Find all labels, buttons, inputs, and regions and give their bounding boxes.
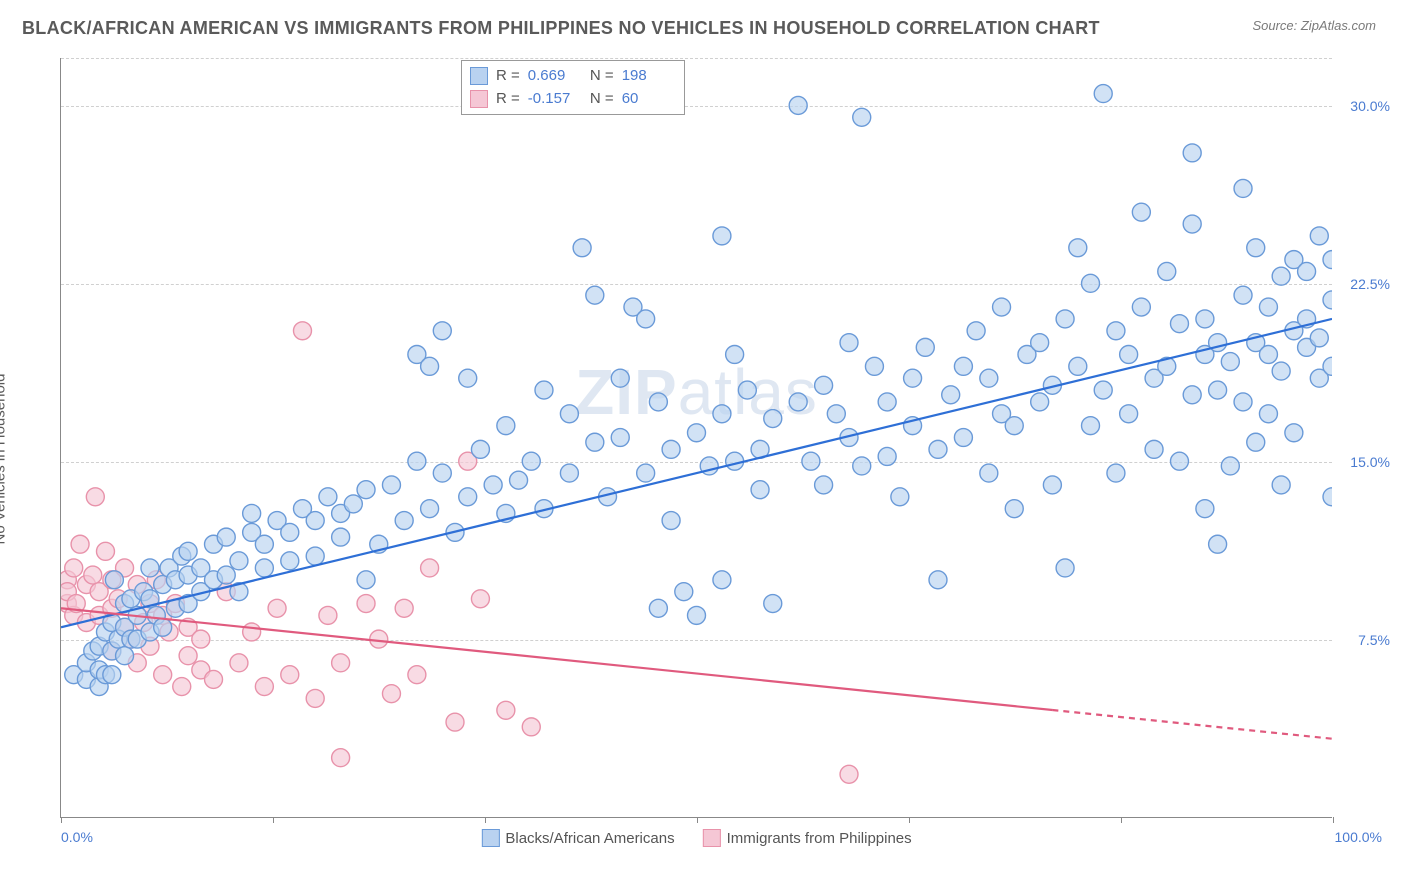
r-label: R = (496, 65, 520, 88)
plot-area: ZIPatlas 7.5%15.0%22.5%30.0% R = 0.669 N… (60, 58, 1332, 818)
r-value-series-1: 0.669 (528, 65, 578, 88)
chart-container: No Vehicles in Household ZIPatlas 7.5%15… (22, 52, 1382, 866)
legend-item-series-2: Immigrants from Philippines (703, 829, 912, 847)
swatch-series-1 (470, 67, 488, 85)
swatch-series-2 (470, 90, 488, 108)
y-tick-label: 15.0% (1338, 454, 1390, 470)
r-value-series-2: -0.157 (528, 88, 578, 111)
stat-row-series-1: R = 0.669 N = 198 (470, 65, 672, 88)
source-label: Source: ZipAtlas.com (1252, 18, 1376, 33)
watermark: ZIPatlas (575, 355, 818, 429)
stat-row-series-2: R = -0.157 N = 60 (470, 88, 672, 111)
n-value-series-1: 198 (622, 65, 672, 88)
legend: Blacks/African Americans Immigrants from… (481, 829, 911, 847)
n-label: N = (586, 65, 614, 88)
n-value-series-2: 60 (622, 88, 672, 111)
correlation-stats-box: R = 0.669 N = 198 R = -0.157 N = 60 (461, 60, 685, 115)
r-label: R = (496, 88, 520, 111)
y-tick-label: 22.5% (1338, 276, 1390, 292)
x-axis-max-label: 100.0% (1335, 829, 1382, 845)
legend-swatch-series-1 (481, 829, 499, 847)
y-tick-label: 30.0% (1338, 98, 1390, 114)
legend-label-series-2: Immigrants from Philippines (727, 830, 912, 847)
x-axis-min-label: 0.0% (61, 829, 93, 845)
legend-swatch-series-2 (703, 829, 721, 847)
chart-title: BLACK/AFRICAN AMERICAN VS IMMIGRANTS FRO… (22, 18, 1100, 39)
n-label: N = (586, 88, 614, 111)
y-axis-label: No Vehicles in Household (0, 374, 9, 545)
legend-label-series-1: Blacks/African Americans (505, 830, 674, 847)
y-tick-label: 7.5% (1338, 632, 1390, 648)
scatter-svg (61, 58, 1332, 817)
legend-item-series-1: Blacks/African Americans (481, 829, 674, 847)
